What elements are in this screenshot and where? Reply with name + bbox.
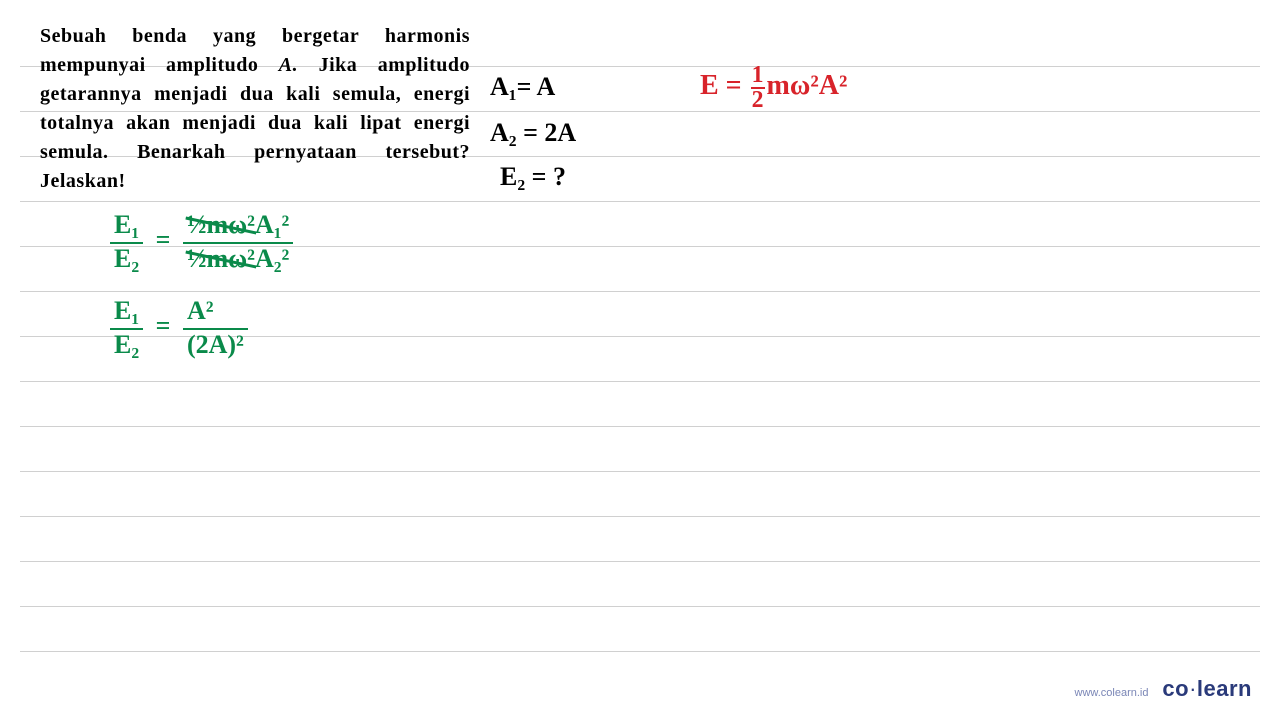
eq1-den-right: ½mω²A₂² (183, 242, 293, 274)
problem-line1: Sebuah benda yang bergetar harmonis (40, 25, 470, 47)
given-a2-text: A₂ = 2A (490, 118, 576, 147)
eq1-den-left: E₂ (110, 242, 143, 274)
eq1-equals: = (156, 225, 171, 254)
problem-line3: getarannya menjadi dua kali semula, ener… (40, 83, 470, 105)
eq1-num-left: E₁ (110, 210, 143, 242)
formula-half-den: 2 (751, 89, 765, 112)
watermark-url: www.colearn.id (1075, 687, 1149, 699)
work-eq1: E₁ E₂ = ½mω²A₁² ½mω²A₂² (110, 210, 293, 274)
formula-prefix: E = (700, 70, 749, 101)
formula-half-num: 1 (751, 64, 765, 89)
problem-statement: Sebuah benda yang bergetar harmonis memp… (40, 22, 470, 196)
eq1-den-tail: A₂² (255, 244, 289, 273)
eq2-equals: = (156, 311, 171, 340)
brand-dot: · (1189, 676, 1197, 701)
eq1-num-strike: ½mω² (187, 210, 255, 240)
given-a2: A₂ = 2A (490, 118, 576, 148)
problem-line2a: mempunyai amplitudo (40, 54, 279, 76)
problem-line4: totalnya akan menjadi dua kali lipat ene… (40, 112, 470, 134)
work-eq2: E₁ E₂ = A² (2A)² (110, 296, 248, 360)
watermark-brand: co·learn (1162, 676, 1252, 701)
eq1-num-right: ½mω²A₁² (183, 210, 293, 242)
eq2-den-right: (2A)² (183, 328, 248, 360)
problem-line2c: Jika amplitudo (298, 54, 470, 76)
energy-formula: E = 12mω²A² (700, 64, 847, 111)
eq1-num-tail: A₁² (255, 210, 289, 239)
given-a1: A₁= A (490, 72, 555, 102)
eq2-den-left: E₂ (110, 328, 143, 360)
watermark: www.colearn.id co·learn (1075, 676, 1252, 702)
brand-co: co (1162, 676, 1189, 701)
given-e2-text: E₂ = ? (500, 162, 566, 191)
given-a1-text: A₁= A (490, 72, 555, 101)
eq2-num-right: A² (183, 296, 248, 328)
formula-rest: mω²A² (767, 70, 848, 101)
eq1-den-strike: ½mω² (187, 244, 255, 274)
eq2-num-left: E₁ (110, 296, 143, 328)
given-e2: E₂ = ? (500, 162, 566, 192)
formula-half: 12 (751, 64, 765, 111)
problem-line5: semula. Benarkah pernyataan tersebut? Je… (40, 141, 470, 192)
brand-learn: learn (1197, 676, 1252, 701)
problem-amplitude-var: A. (279, 54, 298, 76)
